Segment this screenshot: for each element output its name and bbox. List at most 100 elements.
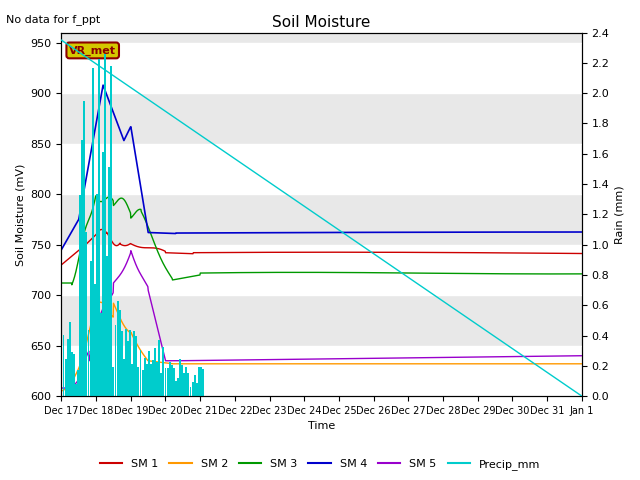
Bar [150, 364, 152, 396]
Bar [200, 367, 202, 396]
Bar [63, 336, 65, 396]
Bar [154, 348, 156, 396]
Bar [163, 348, 164, 396]
SM 4 [289, 230, 297, 236]
Bar [148, 351, 150, 396]
SM 3 [68, 282, 76, 288]
Bar [123, 359, 125, 396]
Bar [96, 193, 98, 396]
Bar [140, 349, 141, 396]
Bar [73, 354, 75, 396]
SM 3 [58, 280, 65, 286]
SM 1 [299, 249, 307, 255]
SM 1 [279, 250, 287, 255]
SM 2 [578, 361, 586, 367]
Bar [171, 365, 173, 396]
SM 3 [300, 269, 307, 275]
SM 5 [127, 248, 134, 253]
Bar [144, 358, 146, 396]
Bar [156, 362, 158, 396]
Bar [194, 375, 196, 396]
Bar [88, 330, 90, 396]
Text: No data for f_ppt: No data for f_ppt [6, 14, 100, 25]
SM 5 [299, 356, 307, 362]
X-axis label: Time: Time [308, 421, 335, 432]
Bar [133, 331, 135, 396]
SM 4 [299, 229, 307, 235]
Bar [158, 340, 160, 396]
SM 2 [299, 361, 307, 367]
Bar [81, 140, 83, 396]
Bar [188, 373, 189, 396]
Precip_mm [58, 37, 65, 43]
Bar [136, 336, 138, 396]
Bar [77, 370, 79, 396]
Precip_mm [278, 188, 286, 194]
SM 4 [120, 136, 127, 142]
Bar [166, 368, 168, 396]
Bar [169, 362, 171, 396]
Bar [116, 301, 118, 396]
Title: Soil Moisture: Soil Moisture [273, 15, 371, 30]
SM 3 [99, 198, 106, 204]
Bar [173, 369, 175, 396]
Bar [100, 313, 102, 396]
SM 5 [119, 268, 127, 274]
Bar [146, 364, 148, 396]
Bar [119, 310, 121, 396]
SM 1 [289, 250, 297, 255]
Line: SM 4: SM 4 [61, 85, 582, 250]
SM 3 [120, 196, 127, 202]
Bar [127, 341, 129, 396]
SM 2 [289, 361, 297, 367]
SM 2 [98, 300, 106, 306]
SM 1 [578, 251, 586, 256]
SM 5 [58, 385, 65, 391]
SM 1 [120, 242, 127, 248]
Bar [121, 331, 123, 396]
Bar [75, 384, 77, 396]
Bar [164, 368, 166, 396]
Bar [108, 167, 110, 396]
SM 1 [98, 227, 106, 232]
Bar [177, 378, 179, 396]
Precip_mm [289, 196, 297, 202]
Bar [181, 365, 183, 396]
Bar [141, 370, 143, 396]
SM 5 [578, 353, 586, 359]
SM 3 [578, 271, 586, 277]
Line: SM 5: SM 5 [61, 251, 582, 388]
Bar [152, 360, 154, 396]
Bar [60, 384, 62, 396]
Bar [67, 339, 68, 396]
SM 3 [279, 269, 287, 275]
Bar [71, 352, 73, 396]
Precip_mm [119, 79, 127, 85]
Bar [202, 369, 204, 396]
Bar [79, 195, 81, 396]
Bar [61, 245, 582, 295]
Bar [138, 367, 140, 396]
Bar [113, 367, 115, 396]
SM 4 [58, 247, 65, 252]
Bar [161, 373, 163, 396]
Legend: SM 1, SM 2, SM 3, SM 4, SM 5, Precip_mm: SM 1, SM 2, SM 3, SM 4, SM 5, Precip_mm [95, 455, 545, 474]
SM 1 [58, 262, 65, 268]
Precip_mm [98, 65, 106, 71]
SM 4 [98, 90, 106, 96]
Bar [68, 322, 70, 396]
SM 4 [279, 230, 287, 236]
Bar [129, 330, 131, 396]
SM 5 [98, 309, 106, 314]
Bar [111, 66, 112, 396]
Bar [93, 285, 95, 396]
Bar [61, 43, 582, 93]
Precip_mm [354, 240, 362, 246]
Bar [198, 367, 200, 396]
Line: SM 2: SM 2 [61, 302, 582, 391]
Bar [196, 383, 198, 396]
Text: VR_met: VR_met [69, 45, 116, 56]
Line: SM 3: SM 3 [61, 196, 582, 285]
Bar [104, 54, 106, 396]
SM 2 [354, 361, 362, 367]
